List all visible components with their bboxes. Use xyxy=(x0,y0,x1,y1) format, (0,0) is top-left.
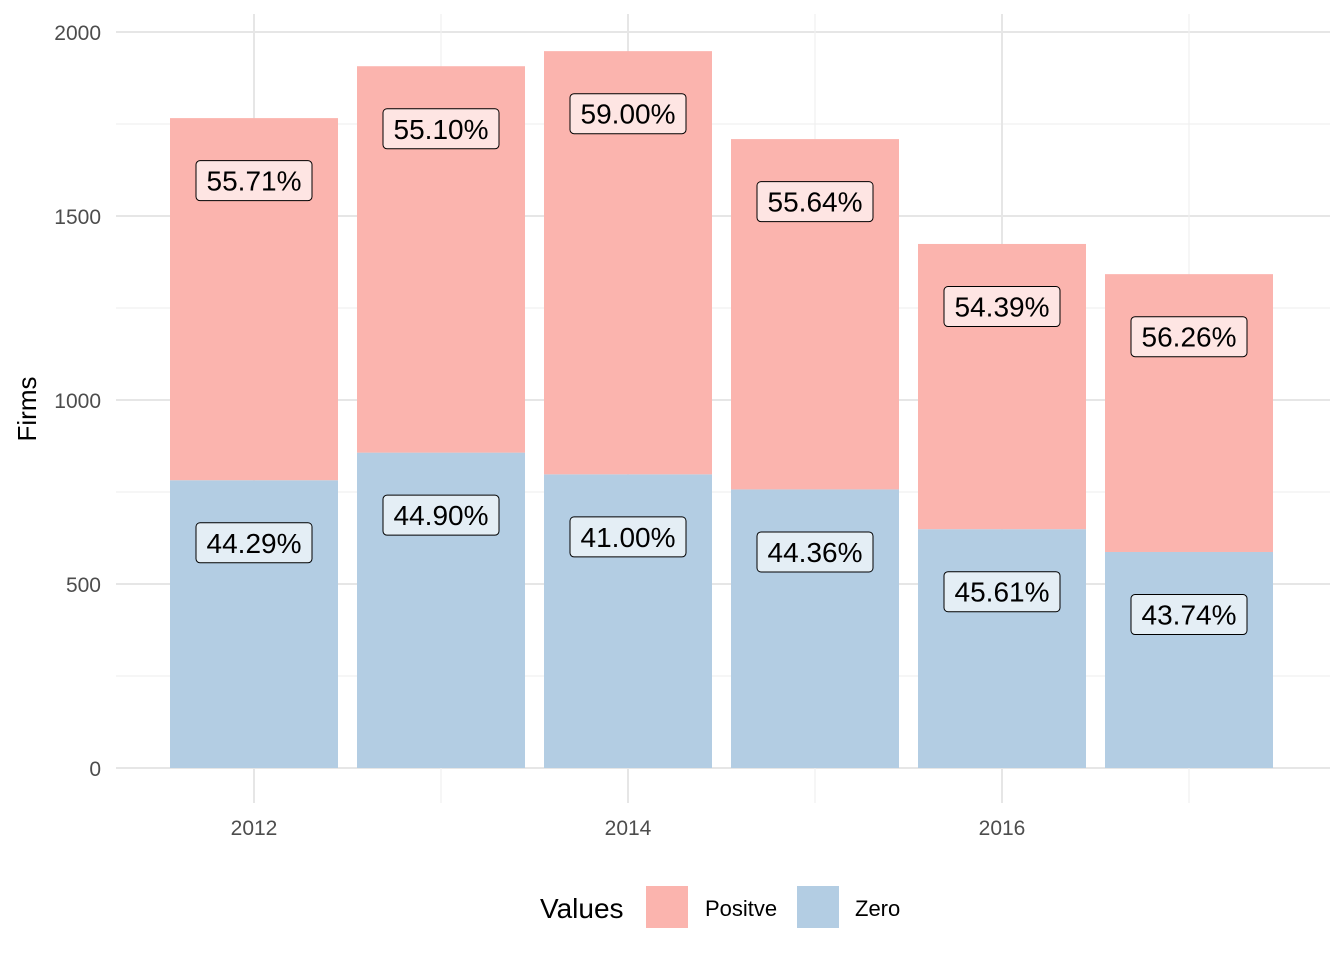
y-tick-label: 1000 xyxy=(54,390,101,413)
data-label-positve-2016: 54.39% xyxy=(943,286,1061,328)
bar-positve-2017 xyxy=(1105,274,1273,552)
legend-swatch-zero xyxy=(797,886,839,928)
data-label-text: 56.26% xyxy=(1142,322,1237,353)
data-label-box xyxy=(1130,594,1248,636)
data-label-zero-2013: 44.90% xyxy=(382,494,500,536)
data-label-positve-2017: 56.26% xyxy=(1130,316,1248,358)
data-label-text: 55.10% xyxy=(394,114,489,145)
data-label-zero-2015: 44.36% xyxy=(756,531,874,573)
data-label-positve-2012: 55.71% xyxy=(195,160,313,202)
data-label-text: 54.39% xyxy=(955,292,1050,323)
y-axis-title: Firms xyxy=(12,377,42,442)
data-label-positve-2013: 55.10% xyxy=(382,108,500,150)
data-label-box xyxy=(943,286,1061,328)
data-label-text: 44.36% xyxy=(768,537,863,568)
bar-zero-2016 xyxy=(918,529,1086,768)
legend: Values Positve Zero xyxy=(540,886,900,928)
data-label-zero-2017: 43.74% xyxy=(1130,594,1248,636)
data-label-zero-2012: 44.29% xyxy=(195,522,313,564)
x-tick-label: 2012 xyxy=(231,817,278,840)
x-tick-label: 2014 xyxy=(605,817,652,840)
y-tick-label: 2000 xyxy=(54,22,101,45)
data-label-zero-2014: 41.00% xyxy=(569,516,687,558)
bar-zero-2017 xyxy=(1105,551,1273,768)
data-label-box xyxy=(943,571,1061,613)
bars xyxy=(170,51,1273,768)
data-label-text: 55.64% xyxy=(768,187,863,218)
data-label-text: 55.71% xyxy=(207,166,302,197)
data-label-box xyxy=(569,516,687,558)
data-label-box xyxy=(1130,316,1248,358)
data-label-text: 44.90% xyxy=(394,500,489,531)
x-tick-label: 2016 xyxy=(979,817,1026,840)
y-tick-label: 0 xyxy=(89,758,101,781)
data-label-text: 43.74% xyxy=(1142,600,1237,631)
data-label-text: 41.00% xyxy=(581,522,676,553)
data-label-box xyxy=(195,522,313,564)
bar-zero-2015 xyxy=(731,489,899,768)
data-label-box xyxy=(382,494,500,536)
data-label-positve-2014: 59.00% xyxy=(569,93,687,135)
data-labels: 44.29% 55.71% 44.90% 55.10% 41.00% 59.00% 44.3… xyxy=(195,93,1248,636)
y-tick-label: 1500 xyxy=(54,206,101,229)
legend-label-positive: Positve xyxy=(705,896,777,921)
data-label-box xyxy=(195,160,313,202)
data-label-zero-2016: 45.61% xyxy=(943,571,1061,613)
data-label-text: 59.00% xyxy=(581,99,676,130)
legend-label-zero: Zero xyxy=(855,896,900,921)
legend-title: Values xyxy=(540,893,624,924)
data-label-box xyxy=(756,181,874,223)
y-tick-label: 500 xyxy=(66,574,101,597)
data-label-box xyxy=(569,93,687,135)
y-axis-ticks: 0 500 1000 1500 2000 xyxy=(54,22,101,781)
data-label-box xyxy=(756,531,874,573)
data-label-box xyxy=(382,108,500,150)
x-axis-ticks: 2012 2014 2016 xyxy=(231,817,1026,840)
data-label-text: 45.61% xyxy=(955,577,1050,608)
legend-swatch-positive xyxy=(646,886,688,928)
data-label-text: 44.29% xyxy=(207,528,302,559)
data-label-positve-2015: 55.64% xyxy=(756,181,874,223)
